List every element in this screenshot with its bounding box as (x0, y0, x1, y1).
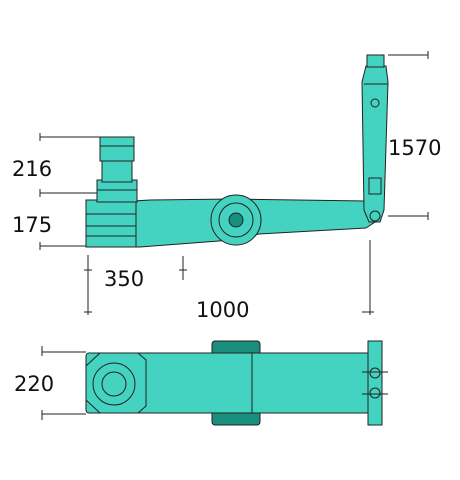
cylinder-top-inner (101, 371, 127, 397)
handle-bracket-top (367, 340, 383, 426)
pivot-lower (369, 387, 381, 399)
dim-1570-label: 1570 (388, 136, 441, 160)
dim-175-label: 175 (12, 213, 52, 237)
top-view: 220 (14, 340, 388, 426)
dim-175: 175 (12, 213, 86, 250)
cylinder-stage-2 (96, 179, 138, 203)
dim-350: 350 (84, 256, 187, 291)
dim-220-label: 220 (14, 372, 54, 396)
side-view: 216 175 350 1000 (12, 51, 441, 322)
dim-216: 216 (12, 133, 100, 197)
wheel-hub (228, 212, 244, 228)
dim-220: 220 (14, 346, 86, 420)
handle-lock (368, 177, 382, 195)
pivot-upper (369, 367, 381, 379)
handle (361, 65, 389, 223)
dim-1000: 1000 (84, 240, 374, 322)
handle-pin-top (370, 98, 380, 108)
cylinder-base (85, 199, 137, 248)
dim-1570: 1570 (388, 51, 441, 220)
dim-350-label: 350 (104, 267, 144, 291)
dim-216-label: 216 (12, 157, 52, 181)
handle-grip (366, 54, 385, 68)
handle-pin-bottom (369, 210, 381, 222)
dim-1000-label: 1000 (196, 298, 249, 322)
cylinder-stage-1 (101, 159, 133, 183)
saddle (99, 136, 135, 162)
